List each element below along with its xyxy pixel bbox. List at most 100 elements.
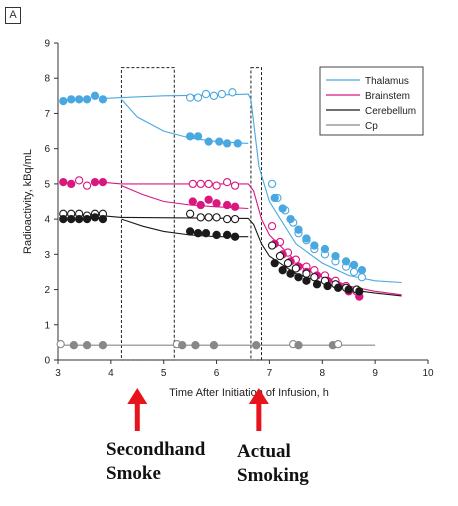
thalamus-point [209, 91, 219, 100]
y-tick-label: 7 [44, 109, 50, 120]
x-tick-label: 4 [108, 368, 114, 379]
legend-label: Brainstem [365, 91, 410, 102]
cp-point [333, 339, 343, 349]
brainstem-fit-exposure [121, 185, 249, 210]
cerebellum-point [67, 214, 76, 224]
y-tick-label: 6 [44, 144, 50, 155]
thalamus-point [341, 257, 351, 266]
cerebellum-point [283, 258, 293, 268]
brainstem-point [98, 177, 108, 187]
brainstem-point [212, 199, 221, 208]
thalamus-point [215, 137, 224, 146]
cerebellum-point [270, 258, 279, 268]
cp-point [252, 341, 261, 350]
brainstem-point [196, 200, 205, 210]
cp-point [82, 341, 92, 350]
thalamus-point [74, 95, 84, 104]
cerebellum-point [222, 214, 232, 224]
thalamus-point [185, 93, 195, 102]
x-tick-label: 8 [320, 368, 326, 379]
cp-point [178, 341, 187, 350]
y-tick-label: 9 [44, 39, 50, 50]
thalamus-point [193, 93, 203, 102]
cerebellum-point [302, 276, 311, 285]
cp-point [56, 339, 65, 349]
brainstem-point [230, 202, 240, 211]
cp-point [69, 341, 79, 350]
brainstem-point [222, 200, 232, 210]
cerebellum-point [230, 232, 240, 241]
cerebellum-point [185, 227, 195, 236]
legend-label: Thalamus [365, 76, 409, 87]
thalamus-point [193, 132, 203, 141]
thalamus-point [82, 95, 92, 104]
cerebellum-point [74, 214, 84, 224]
x-tick-label: 3 [55, 368, 61, 379]
actual-smoking-annotation: Actual Smoking [237, 441, 309, 486]
cerebellum-point [185, 209, 195, 218]
cerebellum-point [323, 281, 332, 291]
legend-box [319, 66, 424, 136]
secondhand-arrow [127, 388, 148, 431]
cerebellum-point [212, 230, 221, 240]
secondhand-arrow-head [127, 388, 148, 404]
x-tick-label: 5 [161, 368, 167, 379]
thalamus-point [201, 89, 211, 99]
cerebellum-point [310, 273, 319, 282]
y-tick-label: 5 [44, 179, 50, 190]
brainstem-point [59, 177, 68, 187]
cerebellum-point [344, 285, 353, 294]
cerebellum-point [193, 229, 203, 238]
x-tick-label: 10 [422, 368, 434, 379]
thalamus-point [67, 95, 76, 104]
brainstem-point [222, 177, 232, 187]
thalamus-point [98, 95, 108, 104]
thalamus-point [222, 139, 232, 148]
y-tick-label: 0 [44, 356, 50, 367]
cerebellum-point [312, 280, 322, 289]
cp-point [98, 341, 108, 350]
cerebellum-point [230, 214, 240, 224]
cerebellum-point [286, 269, 295, 278]
cerebellum-point [59, 214, 68, 224]
exposure-window [120, 67, 175, 361]
cerebellum-point [267, 241, 277, 250]
brainstem-point [204, 179, 213, 189]
y-tick-label: 8 [44, 74, 50, 85]
legend-label: Cerebellum [365, 106, 416, 117]
cerebellum-point [196, 213, 205, 222]
cerebellum-point [275, 251, 285, 261]
x-axis-label: Time After Initiation of Infusion, h [169, 387, 329, 399]
brainstem-point [196, 179, 205, 189]
thalamus-point [270, 193, 279, 203]
thalamus-point [59, 96, 68, 106]
cp-point [209, 341, 219, 350]
cp-point [294, 341, 303, 350]
y-tick-label: 4 [44, 215, 50, 226]
thalamus-point [204, 137, 213, 146]
x-tick-label: 7 [267, 368, 273, 379]
panel-label: A [5, 7, 21, 24]
cerebellum-point [294, 273, 303, 282]
thalamus-point [302, 234, 311, 243]
brainstem-point [267, 222, 277, 231]
smoking-arrow-head [248, 388, 269, 404]
cerebellum-point [98, 214, 108, 224]
thalamus-point [278, 204, 287, 213]
thalamus-point [357, 273, 367, 282]
cerebellum-fit-exposure [121, 218, 249, 238]
cerebellum-point [302, 269, 311, 278]
cerebellum-point [333, 283, 343, 292]
brainstem-point [204, 195, 213, 204]
secondhand-arrow-shaft [134, 399, 140, 431]
brainstem-point [230, 181, 240, 190]
cp-point [191, 341, 200, 350]
y-axis-label: Radioactivity, kBq/mL [22, 149, 34, 254]
x-tick-label: 9 [372, 368, 378, 379]
brainstem-point [90, 177, 100, 187]
cerebellum-point [222, 230, 232, 240]
thalamus-point [349, 260, 359, 270]
secondhand-smoke-annotation: Secondhand Smoke [106, 439, 206, 484]
thalamus-point [310, 241, 319, 250]
thalamus-fit-baseline [100, 93, 402, 284]
